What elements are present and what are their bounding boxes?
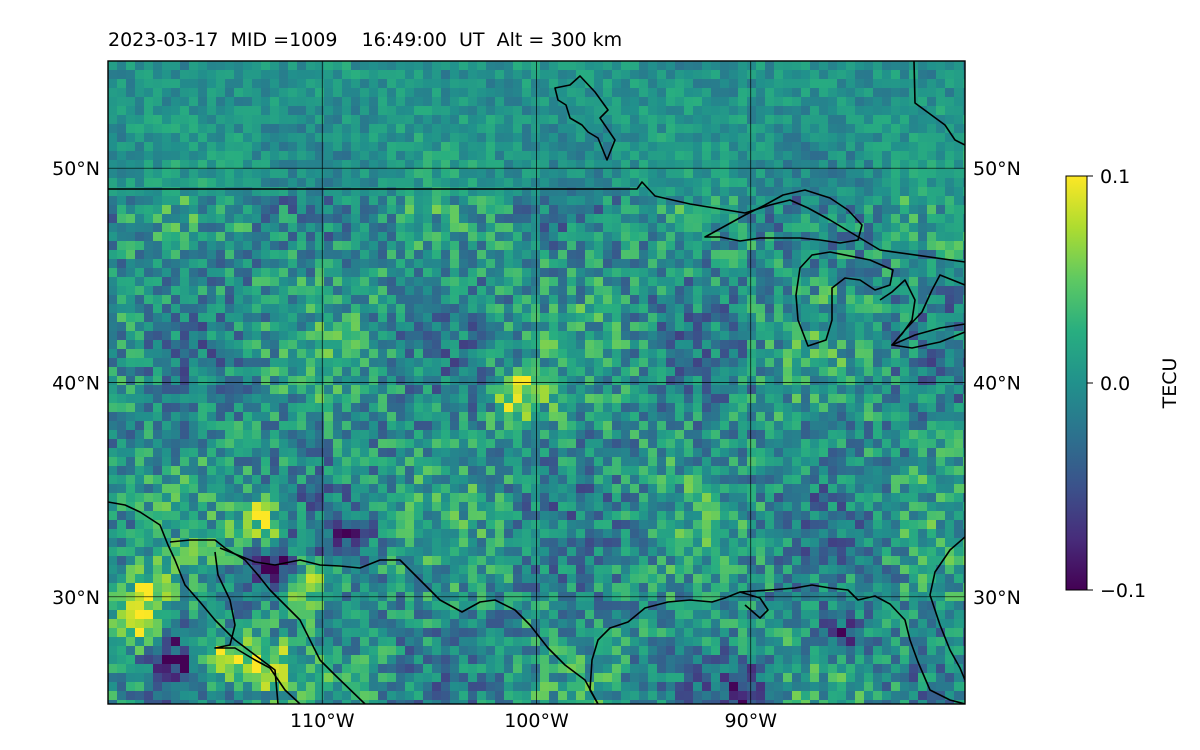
colorbar-ticks: 0.1 0.0 −0.1 — [1087, 166, 1146, 602]
tec-raster — [108, 61, 965, 704]
axis-labels: 110°W 100°W 90°W 50°N 50°N 40°N 40°N 30°N 30°N — [52, 158, 1021, 732]
lon-tick-label: 100°W — [504, 710, 569, 732]
gulf-of-california — [214, 551, 301, 704]
lat-tick-label-left: 50°N — [52, 158, 100, 180]
lat-tick-label-left: 40°N — [52, 373, 100, 395]
baja-peninsula — [169, 539, 366, 704]
map-frame — [107, 60, 966, 705]
lake-superior — [704, 189, 863, 244]
lake-huron — [879, 274, 965, 346]
pacific-coast — [108, 501, 279, 704]
coastlines — [108, 61, 965, 704]
lake-erie — [891, 323, 965, 349]
lat-tick-label-left: 30°N — [52, 587, 100, 609]
lat-tick-label-right: 50°N — [973, 158, 1021, 180]
lat-tick-label-right: 40°N — [973, 373, 1021, 395]
colorbar-tick-label: 0.0 — [1100, 373, 1130, 395]
lake-michigan — [795, 251, 894, 347]
gridlines — [108, 61, 965, 704]
mississippi-delta — [739, 591, 769, 619]
us-mexico-border — [219, 547, 599, 704]
lat-tick-label-right: 30°N — [973, 587, 1021, 609]
colorbar-label: TECU — [1159, 358, 1181, 410]
gulf-coast — [589, 584, 965, 704]
map-title: 2023-03-17 MID =1009 16:49:00 UT Alt = 3… — [108, 29, 623, 51]
colorbar-tick-label: −0.1 — [1100, 580, 1146, 602]
us-canada-border — [108, 181, 965, 263]
colorbar-tick-label: 0.1 — [1100, 166, 1130, 188]
colorbar: 0.1 0.0 −0.1 TECU — [1065, 166, 1181, 602]
lon-tick-label: 110°W — [290, 710, 355, 732]
tec-cells — [108, 61, 965, 704]
lake-winnipeg — [554, 75, 616, 161]
lon-tick-label: 90°W — [725, 710, 778, 732]
hudson-bay-coast — [913, 61, 965, 146]
atlantic-coast — [929, 536, 965, 681]
colorbar-gradient — [1065, 175, 1088, 591]
